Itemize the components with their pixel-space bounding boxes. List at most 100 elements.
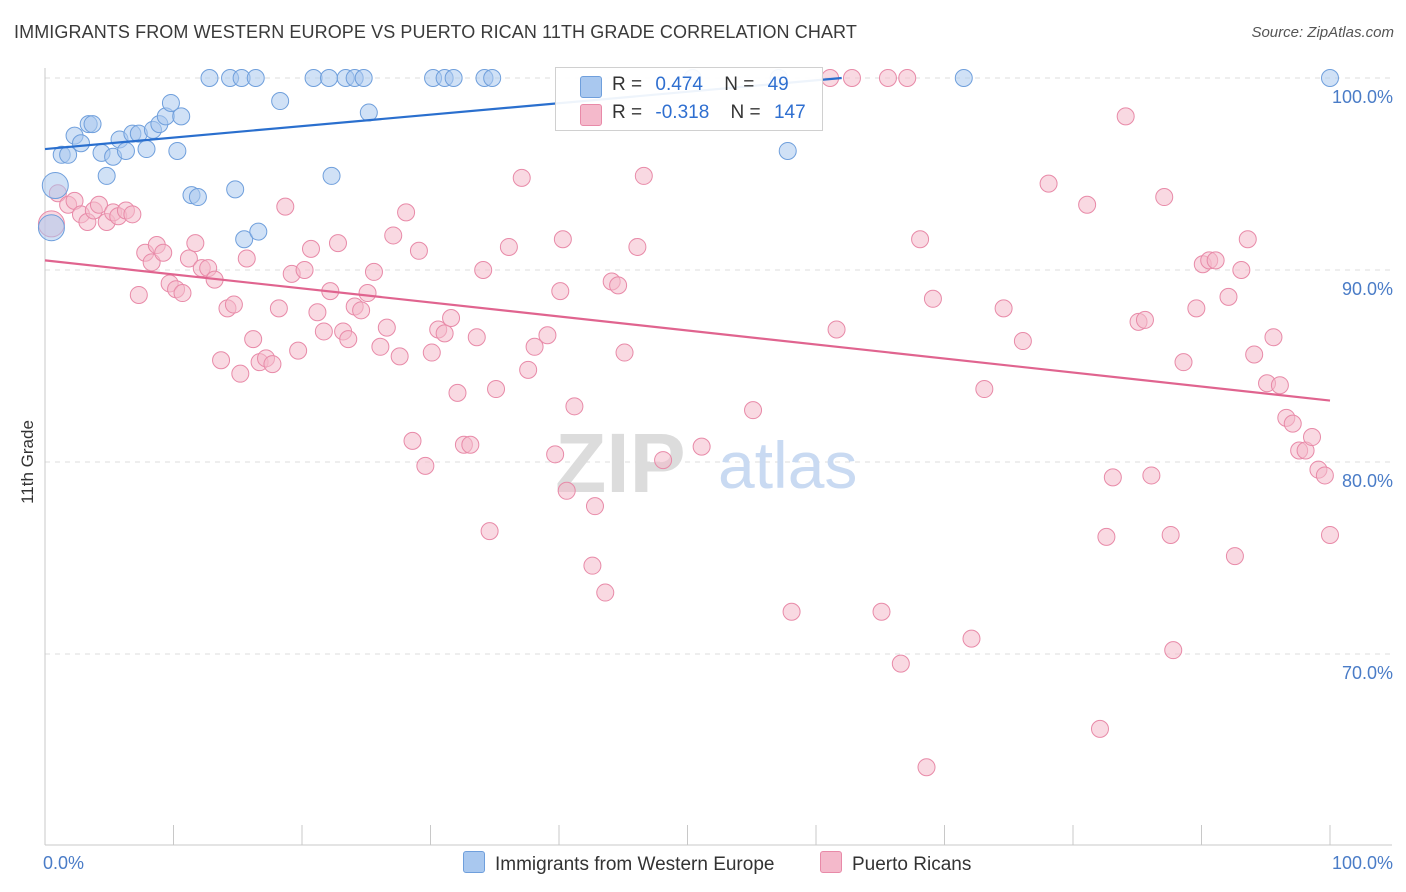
point-pink-119 — [1187, 299, 1206, 318]
point-pink-82 — [596, 583, 615, 602]
point-pink-7 — [89, 195, 108, 214]
legend-blue-n-value: 49 — [767, 74, 789, 95]
point-pink-102 — [962, 629, 981, 648]
point-blue-19 — [161, 93, 180, 112]
stats-legend: R = 0.474 N = 49 R = -0.318 N = 147 — [555, 67, 823, 131]
point-pink-13 — [129, 285, 148, 304]
point-pink-87 — [634, 166, 653, 185]
bottom-legend-swatch-blue — [463, 851, 485, 873]
point-pink-137 — [1315, 466, 1334, 485]
point-pink-26 — [212, 351, 231, 370]
point-pink-124 — [1225, 547, 1244, 566]
point-pink-29 — [231, 364, 250, 383]
point-pink-51 — [371, 337, 390, 356]
point-blue-30 — [249, 222, 268, 241]
point-pink-17 — [154, 243, 173, 262]
bottom-legend-blue: Immigrants from Western Europe — [463, 851, 774, 876]
y-tick-label-90: 90.0% — [1342, 279, 1393, 299]
point-pink-94 — [842, 69, 861, 87]
point-blue-23 — [188, 188, 207, 207]
point-blue-7 — [83, 115, 102, 134]
point-pink-79 — [565, 397, 584, 416]
legend-pink-n-value: 147 — [773, 102, 806, 123]
point-pink-98 — [898, 69, 917, 87]
point-pink-63 — [448, 383, 467, 402]
legend-pink-r-label: R = — [612, 102, 643, 123]
point-pink-71 — [512, 168, 531, 187]
point-blue-9 — [97, 166, 116, 185]
point-pink-57 — [409, 241, 428, 260]
point-pink-116 — [1161, 525, 1180, 544]
point-pink-97 — [891, 654, 910, 673]
point-pink-122 — [1206, 251, 1225, 270]
point-blue-32 — [304, 69, 323, 87]
y-tick-label-100: 100.0% — [1332, 87, 1393, 107]
trend-line-pink — [44, 259, 1331, 402]
point-pink-118 — [1174, 353, 1193, 372]
point-pink-91 — [782, 602, 801, 621]
point-pink-107 — [1078, 195, 1097, 214]
point-pink-103 — [975, 380, 994, 399]
point-blue-21 — [172, 107, 191, 126]
x-tick-labels: 0.0% 100.0% — [43, 853, 1393, 873]
point-pink-49 — [358, 284, 377, 303]
point-pink-99 — [911, 230, 930, 249]
legend-blue-r-value: 0.474 — [655, 74, 703, 95]
point-pink-114 — [1142, 466, 1161, 485]
point-pink-104 — [994, 299, 1013, 318]
legend-pink-n-label: N = — [730, 102, 761, 123]
point-pink-108 — [1090, 719, 1109, 738]
point-pink-84 — [609, 276, 628, 295]
point-pink-126 — [1238, 230, 1257, 249]
point-pink-68 — [480, 522, 499, 541]
point-blue-41 — [444, 69, 463, 87]
point-blue-28 — [235, 230, 254, 249]
point-pink-56 — [403, 431, 422, 450]
bottom-legend-blue-label: Immigrants from Western Europe — [495, 854, 775, 875]
watermark-atlas: atlas — [718, 428, 857, 502]
point-pink-74 — [538, 326, 557, 345]
source-label: Source: ZipAtlas.com — [1251, 24, 1394, 41]
point-pink-52 — [377, 318, 396, 337]
point-pink-90 — [744, 401, 763, 420]
point-pink-105 — [1013, 332, 1032, 351]
point-blue-33 — [319, 69, 338, 87]
point-blue-0 — [37, 214, 65, 242]
point-blue-48 — [1321, 69, 1339, 87]
point-pink-132 — [1283, 414, 1302, 433]
chart-title: IMMIGRANTS FROM WESTERN EUROPE VS PUERTO… — [14, 22, 857, 42]
point-pink-138 — [1321, 525, 1339, 544]
point-pink-127 — [1245, 345, 1264, 364]
point-blue-38 — [359, 103, 378, 122]
bottom-legend-pink: Puerto Ricans — [820, 851, 971, 876]
point-pink-109 — [1097, 527, 1116, 546]
point-pink-58 — [416, 456, 435, 475]
y-tick-label-80: 80.0% — [1342, 471, 1393, 491]
point-pink-77 — [553, 230, 572, 249]
bottom-legend-swatch-pink — [820, 851, 842, 873]
legend-pink-r-value: -0.318 — [655, 102, 710, 123]
point-blue-1 — [41, 172, 69, 200]
point-pink-50 — [364, 262, 383, 281]
point-blue-26 — [226, 180, 245, 199]
point-pink-46 — [339, 330, 358, 349]
legend-swatch-pink — [580, 104, 602, 126]
point-pink-130 — [1270, 376, 1289, 395]
point-pink-69 — [487, 380, 506, 399]
point-pink-89 — [692, 437, 711, 456]
point-pink-22 — [186, 234, 205, 253]
point-pink-93 — [827, 320, 846, 339]
point-pink-65 — [461, 435, 480, 454]
point-pink-123 — [1219, 287, 1238, 306]
point-pink-129 — [1264, 328, 1283, 347]
legend-blue-r-label: R = — [612, 74, 643, 95]
point-pink-44 — [328, 234, 347, 253]
point-pink-101 — [923, 289, 942, 308]
pink-points — [37, 69, 1339, 777]
point-pink-72 — [519, 360, 538, 379]
point-pink-36 — [276, 197, 295, 216]
point-pink-53 — [384, 226, 403, 245]
bottom-legend-pink-label: Puerto Ricans — [852, 854, 972, 875]
point-pink-110 — [1103, 468, 1122, 487]
